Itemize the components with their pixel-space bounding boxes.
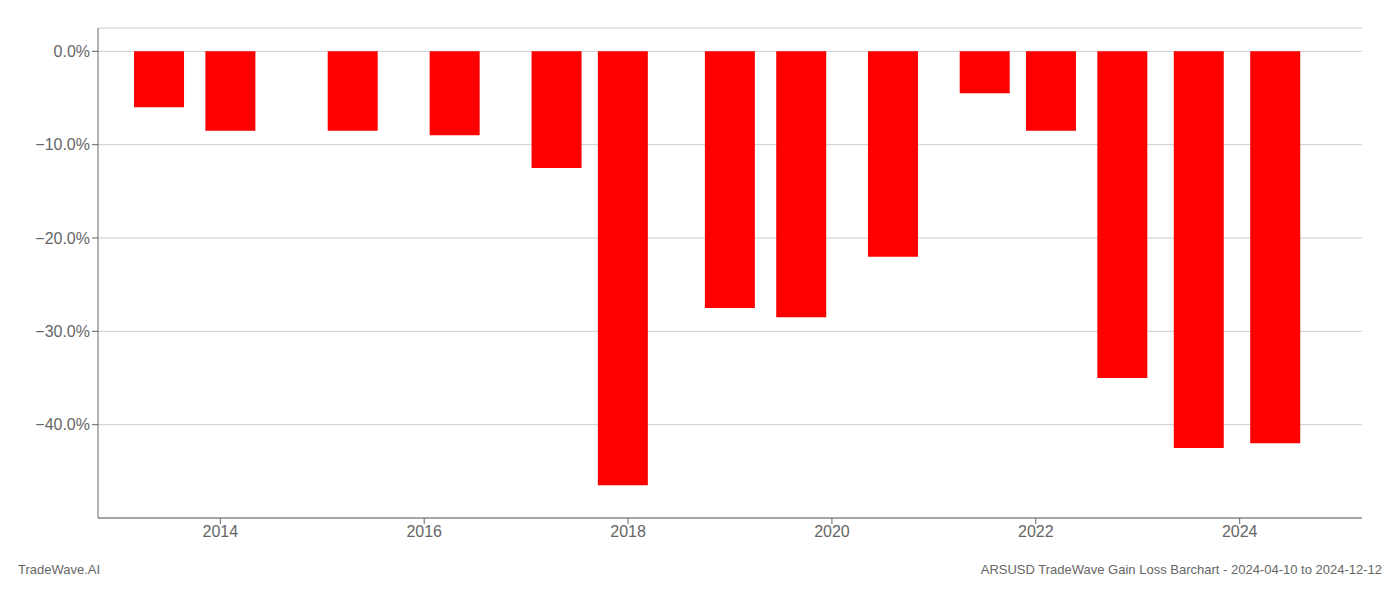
html-text:TradeWave.AI: TradeWave.AI [18, 562, 101, 577]
svg-text:−30.0%: −30.0% [35, 323, 90, 340]
svg-text:2014: 2014 [203, 523, 239, 540]
svg-text:2018: 2018 [610, 523, 646, 540]
html-text:ARSUSD TradeWave Gain Loss Bar: ARSUSD TradeWave Gain Loss Barchart - 20… [980, 562, 1382, 577]
svg-text:2020: 2020 [814, 523, 850, 540]
svg-text:−40.0%: −40.0% [35, 416, 90, 433]
svg-text:2022: 2022 [1018, 523, 1054, 540]
svg-text:−20.0%: −20.0% [35, 230, 90, 247]
svg-text:2024: 2024 [1222, 523, 1258, 540]
svg-text:0.0%: 0.0% [54, 43, 90, 60]
svg-text:−10.0%: −10.0% [35, 136, 90, 153]
svg-text:2016: 2016 [406, 523, 442, 540]
